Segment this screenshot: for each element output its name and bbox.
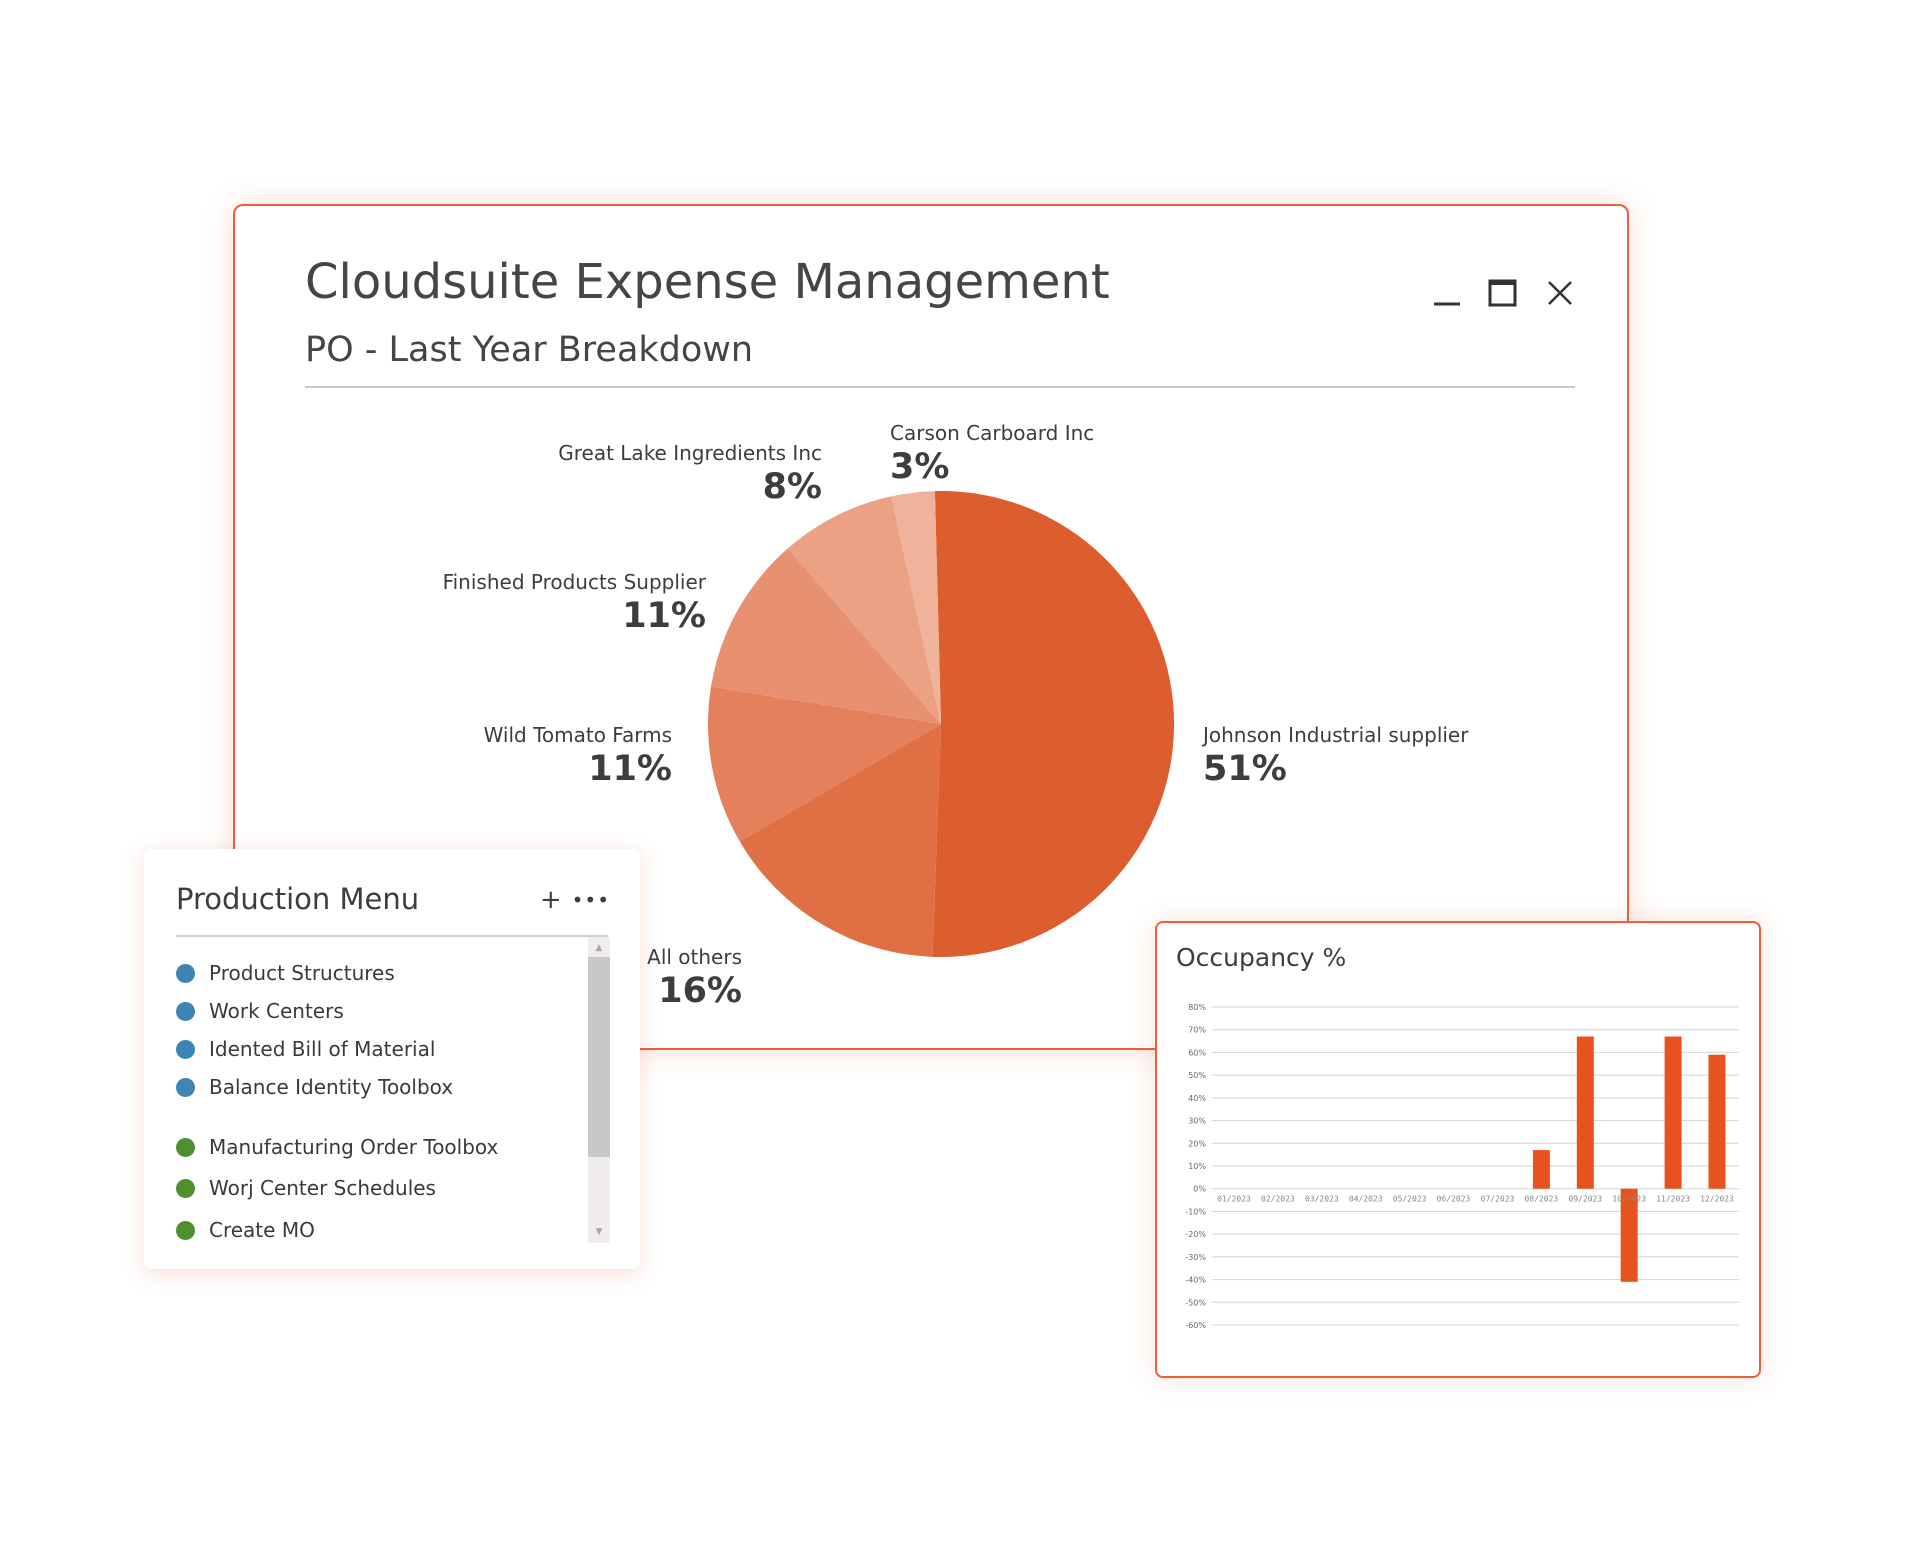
menu-item-label: Manufacturing Order Toolbox: [209, 1135, 499, 1159]
pie-slice: [707, 686, 941, 842]
y-tick-label: -50%: [1185, 1298, 1206, 1307]
close-icon[interactable]: [1543, 276, 1577, 310]
pie-slice-value: 51%: [1203, 749, 1287, 789]
x-tick-label: 07/2023: [1481, 1195, 1515, 1204]
menu-item-work-centers[interactable]: Work Centers: [176, 997, 344, 1025]
pie-slice-value: 11%: [588, 749, 672, 789]
add-icon[interactable]: +: [539, 885, 562, 915]
x-tick-label: 08/2023: [1525, 1195, 1559, 1204]
scrollbar-thumb[interactable]: [588, 957, 610, 1157]
y-tick-label: 60%: [1188, 1048, 1206, 1057]
more-icon[interactable]: •••: [571, 888, 610, 912]
x-tick-label: 12/2023: [1700, 1195, 1734, 1204]
occupancy-panel: Occupancy % 80% 70% 60% 50% 40% 30% 20% 10% 0% -1…: [1155, 921, 1761, 1378]
menu-item-label: Create MO: [209, 1218, 315, 1242]
menu-item-label: Worj Center Schedules: [209, 1176, 436, 1200]
y-tick-label: 50%: [1188, 1071, 1206, 1080]
menu-divider: [176, 935, 608, 937]
occupancy-bar-chart: 80% 70% 60% 50% 40% 30% 20% 10% 0% -10% -20% -30% -4…: [1185, 1003, 1739, 1330]
occupancy-title: Occupancy %: [1176, 943, 1347, 972]
pie-slice-label: Johnson Industrial supplier: [1201, 723, 1469, 747]
y-tick-label: 80%: [1188, 1003, 1206, 1012]
y-tick-label: 70%: [1188, 1026, 1206, 1035]
status-dot-icon: [176, 1220, 195, 1240]
menu-item-label: Idented Bill of Material: [209, 1037, 436, 1061]
menu-item-balance-identity-toolbox[interactable]: Balance Identity Toolbox: [176, 1073, 453, 1101]
scroll-up-icon[interactable]: ▲: [595, 943, 603, 953]
y-tick-label: 10%: [1188, 1162, 1206, 1171]
title-divider: [305, 386, 1575, 388]
pie-slice-label: Wild Tomato Farms: [484, 723, 672, 747]
menu-item-manufacturing-order-toolbox[interactable]: Manufacturing Order Toolbox: [176, 1133, 498, 1161]
pie-slice-label: Finished Products Supplier: [443, 570, 707, 594]
y-tick-label: -20%: [1185, 1230, 1206, 1239]
menu-item-worj-center-schedules[interactable]: Worj Center Schedules: [176, 1174, 436, 1202]
y-tick-label: 20%: [1188, 1139, 1206, 1148]
menu-item-label: Product Structures: [209, 961, 395, 985]
window-title: Cloudsuite Expense Management: [305, 254, 1110, 310]
status-dot-icon: [176, 963, 195, 983]
x-tick-label: 10/2023: [1612, 1195, 1646, 1204]
pie-slice-value: 16%: [658, 971, 742, 1011]
status-dot-icon: [176, 1137, 195, 1157]
menu-item-label: Work Centers: [209, 999, 344, 1023]
bar: [1620, 1188, 1638, 1282]
x-tick-label: 02/2023: [1261, 1195, 1295, 1204]
pie-slice-value: 3%: [890, 447, 949, 487]
pie-slice: [891, 491, 941, 724]
pie-slice: [711, 548, 941, 724]
minimize-icon[interactable]: [1430, 276, 1464, 310]
production-menu-panel: Production Menu + ••• Product Structures…: [144, 849, 640, 1269]
y-tick-label: -10%: [1185, 1207, 1206, 1216]
y-tick-label: -60%: [1185, 1321, 1206, 1330]
y-tick-label: 40%: [1188, 1094, 1206, 1103]
y-tick-label: -40%: [1185, 1276, 1206, 1285]
scroll-down-icon[interactable]: ▼: [595, 1227, 603, 1237]
x-tick-label: 05/2023: [1393, 1195, 1427, 1204]
pie-slice-label: All others: [647, 945, 742, 969]
bar: [1708, 1054, 1726, 1189]
status-dot-icon: [176, 1039, 195, 1059]
menu-item-product-structures[interactable]: Product Structures: [176, 959, 395, 987]
menu-item-idented-bill-of-material[interactable]: Idented Bill of Material: [176, 1035, 435, 1063]
x-tick-label: 01/2023: [1217, 1195, 1251, 1204]
menu-item-create-mo[interactable]: Create MO: [176, 1216, 315, 1244]
x-tick-label: 09/2023: [1568, 1195, 1602, 1204]
x-tick-label: 03/2023: [1305, 1195, 1339, 1204]
status-dot-icon: [176, 1077, 195, 1097]
pie-slice-value: 8%: [763, 467, 822, 507]
menu-item-label: Balance Identity Toolbox: [209, 1075, 454, 1099]
pie-slice: [932, 490, 1175, 957]
y-tick-label: 0%: [1193, 1185, 1206, 1194]
x-tick-label: 04/2023: [1349, 1195, 1383, 1204]
pie-slice: [739, 724, 941, 957]
pie-slice-value: 11%: [622, 596, 706, 636]
x-tick-label: 06/2023: [1437, 1195, 1471, 1204]
maximize-icon[interactable]: [1486, 276, 1520, 310]
status-dot-icon: [176, 1001, 195, 1021]
y-tick-label: 30%: [1188, 1117, 1206, 1126]
pie-slice-label: Carson Carboard Inc: [890, 421, 1094, 445]
bar: [1576, 1036, 1594, 1189]
pie-slice: [787, 496, 941, 724]
y-tick-label: -30%: [1185, 1253, 1206, 1262]
bar: [1664, 1036, 1682, 1189]
bar: [1532, 1150, 1550, 1189]
status-dot-icon: [176, 1178, 195, 1198]
production-menu-title: Production Menu: [176, 882, 420, 916]
x-tick-label: 11/2023: [1656, 1195, 1690, 1204]
pie-slice-label: Great Lake Ingredients Inc: [558, 441, 822, 465]
chart-subtitle: PO - Last Year Breakdown: [305, 330, 754, 370]
